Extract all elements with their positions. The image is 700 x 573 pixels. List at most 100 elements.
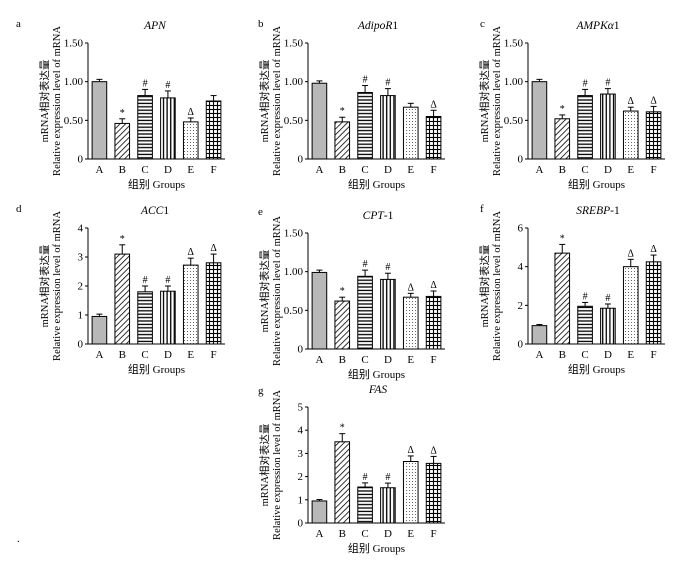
chart-title: SREBP-1 xyxy=(576,205,620,217)
x-tick-label: A xyxy=(315,354,323,366)
y-tick-label: 1.00 xyxy=(284,266,304,278)
y-tick-label: 1.50 xyxy=(64,38,84,50)
chart-panel-c: c AMPKα1 mRNA相对表达量 Relative expression leve… xyxy=(478,18,665,191)
bar-D xyxy=(380,278,396,350)
chart-panel-e: e CPT-1 mRNA相对表达量 Relative expression level… xyxy=(258,206,445,381)
x-tick-label: B xyxy=(339,164,346,176)
x-tick-label: A xyxy=(535,349,543,361)
x-tick-label: B xyxy=(339,354,346,366)
y-axis-label-en: Relative expression level of mRNA xyxy=(272,216,283,366)
bar-D xyxy=(600,307,616,345)
x-axis-label: 组别 Groups xyxy=(128,362,185,376)
bar-A xyxy=(91,81,108,160)
chart-title: FAS xyxy=(368,384,388,396)
bar-C xyxy=(357,91,373,160)
significance-mark: * xyxy=(560,104,565,115)
panel-letter: f xyxy=(480,203,484,215)
significance-mark: Δ xyxy=(408,445,415,456)
y-tick-label: 0 xyxy=(298,344,304,356)
bar-D xyxy=(160,290,176,345)
x-axis-label: 组别 Groups xyxy=(568,177,625,191)
panel-letter: e xyxy=(258,206,263,218)
x-tick-label: D xyxy=(384,164,392,176)
chart-panel-d: d ACC1 mRNA相对表达量 Relative expression level … xyxy=(16,203,225,376)
x-tick-label: F xyxy=(431,528,437,540)
x-tick-label: A xyxy=(315,164,323,176)
x-tick-label: C xyxy=(361,164,368,176)
bar-E xyxy=(402,461,419,524)
bar-F xyxy=(425,295,442,350)
x-tick-label: D xyxy=(604,164,612,176)
significance-mark: Δ xyxy=(430,280,437,291)
significance-mark: # xyxy=(143,275,148,286)
y-axis-label-en: Relative expression level of mRNA xyxy=(492,211,503,361)
significance-mark: # xyxy=(583,291,588,302)
bar-C xyxy=(137,291,153,345)
significance-mark: # xyxy=(385,472,390,483)
x-tick-label: E xyxy=(407,354,414,366)
y-tick-label: 2 xyxy=(78,281,84,293)
significance-mark: Δ xyxy=(188,247,195,258)
y-tick-label: 1 xyxy=(78,310,84,322)
y-tick-label: 5 xyxy=(298,402,304,414)
bar-D xyxy=(380,487,396,524)
chart-title: ACC1 xyxy=(140,205,169,217)
bar-C xyxy=(577,95,593,160)
significance-mark: # xyxy=(363,259,368,270)
bar-E xyxy=(402,106,419,160)
x-tick-label: E xyxy=(187,349,194,361)
significance-mark: # xyxy=(165,80,170,91)
x-tick-label: F xyxy=(431,354,437,366)
y-axis-label-en: Relative expression level of mRNA xyxy=(272,26,283,176)
chart-title: CPT-1 xyxy=(363,210,394,222)
bar-C xyxy=(357,486,373,524)
significance-mark: Δ xyxy=(628,248,635,259)
x-tick-label: A xyxy=(535,164,543,176)
x-tick-label: D xyxy=(604,349,612,361)
x-tick-label: F xyxy=(211,164,217,176)
x-tick-label: F xyxy=(211,349,217,361)
y-axis-label-cn: mRNA相对表达量 xyxy=(38,244,51,327)
y-tick-label: 3 xyxy=(78,252,84,264)
y-tick-label: 0.50 xyxy=(284,115,304,127)
y-tick-label: 1.50 xyxy=(284,228,304,240)
y-tick-label: 2 xyxy=(298,471,304,483)
panel-letter: b xyxy=(258,18,264,30)
bar-A xyxy=(311,271,328,350)
chart-panel-f: f SREBP-1 mRNA相对表达量 Relative expression lev… xyxy=(478,203,665,376)
y-axis-label-en: Relative expression level of mRNA xyxy=(52,211,63,361)
panel-letter: d xyxy=(16,203,22,215)
bar-A xyxy=(531,325,548,345)
y-axis-label-cn: mRNA相对表达量 xyxy=(258,423,271,506)
significance-mark: Δ xyxy=(430,445,437,456)
y-tick-label: 0 xyxy=(78,339,84,351)
significance-mark: * xyxy=(120,234,125,245)
x-tick-label: C xyxy=(141,164,148,176)
panel-letter: c xyxy=(480,18,485,30)
significance-mark: Δ xyxy=(408,282,415,293)
y-tick-label: 0.50 xyxy=(284,305,304,317)
x-tick-label: F xyxy=(431,164,437,176)
bar-D xyxy=(600,93,616,160)
bar-C xyxy=(357,275,373,350)
bar-F xyxy=(645,261,662,345)
x-tick-label: D xyxy=(384,354,392,366)
x-tick-label: D xyxy=(164,349,172,361)
y-axis-label-en: Relative expression level of mRNA xyxy=(272,390,283,540)
panel-letter: a xyxy=(16,18,21,30)
x-axis-label: 组别 Groups xyxy=(348,541,405,555)
bar-E xyxy=(182,264,199,345)
x-tick-label: A xyxy=(95,349,103,361)
x-tick-label: A xyxy=(95,164,103,176)
significance-mark: # xyxy=(385,78,390,89)
y-axis-label-cn: mRNA相对表达量 xyxy=(478,59,491,142)
bar-F xyxy=(205,262,222,345)
bar-F xyxy=(205,100,222,160)
chart-panel-g: g FAS mRNA相对表达量 Relative expression level o… xyxy=(258,384,445,555)
x-axis-label: 组别 Groups xyxy=(348,367,405,381)
significance-mark: # xyxy=(363,75,368,86)
significance-mark: * xyxy=(340,423,345,434)
y-tick-label: 0 xyxy=(518,154,524,166)
y-tick-label: 4 xyxy=(78,223,84,235)
